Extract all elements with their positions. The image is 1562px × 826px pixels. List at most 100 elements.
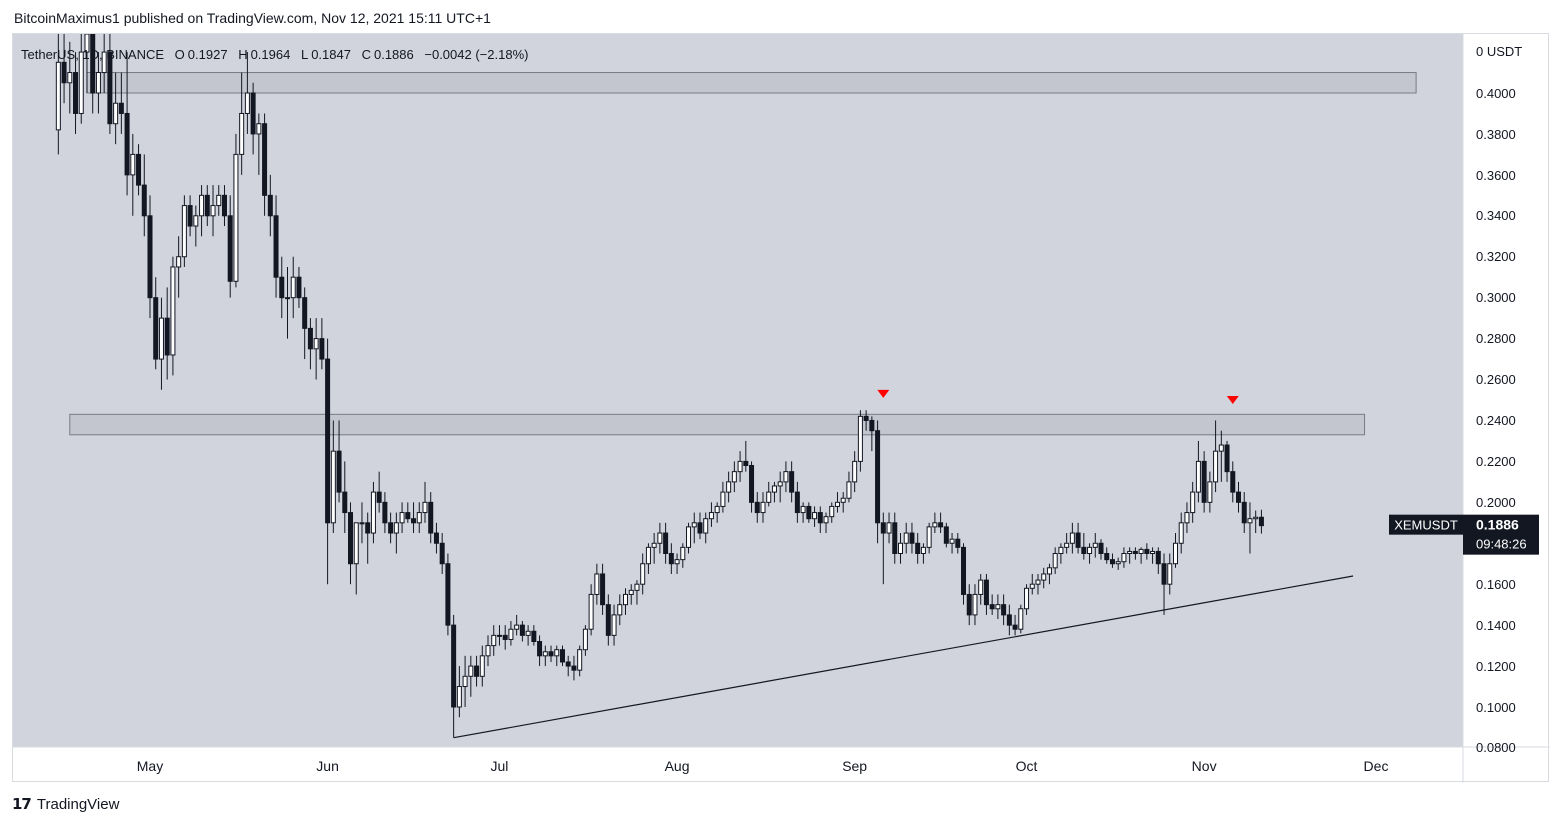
candle-body-up [393, 522, 399, 534]
candle [909, 522, 915, 554]
candle [302, 287, 308, 360]
candle-body-up [594, 573, 600, 595]
symbol-tag [1389, 514, 1463, 535]
candle-body-down [955, 538, 961, 548]
candle [537, 635, 543, 667]
candle [462, 655, 468, 707]
candle [582, 625, 588, 656]
time-axis[interactable]: May Jun Jul Aug Sep Oct Nov Dec [137, 758, 1389, 774]
candle-body-up [645, 546, 651, 565]
candle [279, 256, 285, 319]
candle [1247, 502, 1253, 554]
candle-body-up [680, 546, 686, 561]
candle-body-down [1258, 516, 1264, 527]
candle [938, 512, 944, 534]
plot-background [13, 34, 1463, 747]
candle [548, 645, 554, 662]
candle-body-down [428, 501, 434, 534]
candle [284, 266, 291, 339]
candle-body-down [365, 522, 371, 534]
candle-body-up [1184, 512, 1190, 524]
candle-body-down [794, 491, 800, 514]
candle [428, 492, 434, 544]
candle-body-up [1041, 573, 1047, 581]
candle-body-up [622, 593, 629, 606]
candle [73, 52, 79, 134]
candle [479, 645, 485, 687]
candle-body-down [319, 338, 325, 360]
candle-body-down [348, 512, 354, 565]
candle-body-up [1127, 550, 1133, 554]
candle [244, 52, 250, 134]
candle-body-down [789, 471, 795, 493]
candle [181, 195, 187, 267]
candle [886, 512, 892, 544]
candle [1109, 553, 1115, 568]
candle [628, 584, 634, 605]
candle [1207, 471, 1213, 513]
candle [531, 625, 537, 646]
candle-body-down [1235, 491, 1242, 503]
candle-body-down [806, 505, 812, 520]
candle-body-down [267, 194, 273, 217]
candle-body-down [966, 593, 972, 616]
candle [691, 512, 697, 544]
candle [1167, 553, 1173, 595]
price-axis[interactable]: 0 USDT 0.4000 0.3800 0.3600 0.3400 0.3200 0.30… [1476, 44, 1522, 755]
candle [239, 72, 245, 175]
candle [668, 543, 674, 574]
rejection-markers [877, 389, 1239, 404]
symbol-tag-text: XEMUSDT [1394, 518, 1458, 533]
candle [926, 522, 932, 554]
candle-body-up [657, 532, 663, 544]
candle-body-up [158, 317, 164, 360]
candle-body-up [783, 471, 789, 483]
candle-body-up [290, 276, 296, 299]
candle [1092, 533, 1098, 558]
chart-container[interactable]: 0 USDT 0.4000 0.3800 0.3600 0.3400 0.3200 0.30… [12, 33, 1550, 783]
candle [290, 256, 296, 319]
candle-body-up [926, 526, 932, 548]
candle-body-up [829, 505, 835, 518]
candle [1064, 533, 1070, 554]
candle-body-down [451, 624, 457, 708]
candle-countdown: 09:48:26 [1476, 537, 1527, 552]
candle-body-up [640, 563, 646, 585]
candle [376, 471, 382, 513]
candle [777, 471, 783, 503]
candle-body-up [846, 481, 852, 499]
candle [124, 52, 130, 196]
candle [978, 573, 984, 605]
candle-body-up [812, 512, 818, 520]
candle [1155, 547, 1161, 574]
candle [118, 72, 124, 134]
candle [1132, 547, 1138, 560]
candle-body-down [869, 419, 875, 432]
candle [754, 492, 760, 523]
candle [817, 506, 823, 534]
candle-body-down [325, 358, 331, 524]
publisher-header: BitcoinMaximus1 published on TradingView… [14, 10, 491, 26]
ascending-support-line [453, 575, 1354, 739]
candle [995, 594, 1001, 619]
candle [834, 492, 840, 513]
candle [955, 533, 961, 554]
candle-body-up [1190, 491, 1196, 514]
time-tick-label: Nov [1192, 758, 1217, 774]
candle [204, 185, 210, 227]
candle-body-up [101, 51, 107, 74]
candle [749, 461, 755, 513]
candle [359, 502, 365, 544]
candle [1121, 547, 1127, 568]
candle-body-up [1018, 608, 1024, 630]
candle-body-down [961, 546, 967, 595]
price-chart[interactable]: 0 USDT 0.4000 0.3800 0.3600 0.3400 0.3200 0.30… [13, 34, 1550, 783]
candle-body-up [1207, 481, 1213, 503]
candle [439, 533, 445, 574]
candle [663, 522, 669, 564]
candle [422, 481, 428, 523]
candle-body-up [766, 491, 772, 503]
candle [319, 318, 325, 370]
open-value: 0.1927 [188, 47, 228, 62]
